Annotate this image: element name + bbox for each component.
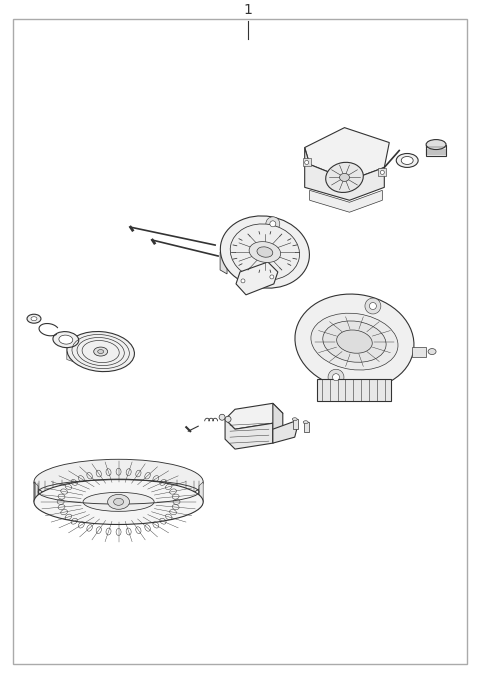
Ellipse shape: [220, 216, 310, 288]
Polygon shape: [34, 482, 38, 506]
Bar: [303, 159, 311, 166]
Polygon shape: [273, 403, 283, 443]
Ellipse shape: [108, 494, 130, 509]
Bar: [317, 380, 391, 401]
Ellipse shape: [94, 347, 108, 356]
Polygon shape: [273, 421, 297, 443]
Circle shape: [219, 414, 225, 420]
Ellipse shape: [34, 479, 203, 525]
Circle shape: [370, 302, 376, 309]
Bar: [304, 422, 309, 432]
Ellipse shape: [336, 330, 372, 353]
Ellipse shape: [292, 418, 297, 421]
Ellipse shape: [83, 492, 154, 511]
Ellipse shape: [339, 174, 349, 182]
Circle shape: [241, 279, 245, 283]
Circle shape: [270, 221, 276, 226]
Polygon shape: [305, 127, 389, 180]
Bar: [378, 168, 386, 176]
Ellipse shape: [114, 498, 123, 505]
Ellipse shape: [311, 313, 398, 370]
Circle shape: [270, 275, 274, 279]
Ellipse shape: [303, 421, 308, 424]
Circle shape: [225, 416, 231, 422]
Polygon shape: [225, 419, 273, 449]
Circle shape: [305, 161, 309, 165]
Ellipse shape: [257, 247, 273, 257]
Ellipse shape: [27, 314, 41, 323]
Polygon shape: [67, 352, 73, 361]
Circle shape: [380, 170, 384, 174]
Ellipse shape: [34, 459, 203, 504]
Polygon shape: [199, 482, 203, 506]
Ellipse shape: [249, 241, 281, 262]
Ellipse shape: [326, 162, 363, 193]
Circle shape: [365, 298, 381, 314]
Polygon shape: [220, 252, 227, 274]
Ellipse shape: [396, 153, 418, 167]
Ellipse shape: [97, 350, 104, 353]
Ellipse shape: [426, 140, 446, 150]
Circle shape: [333, 374, 339, 380]
Ellipse shape: [59, 335, 73, 344]
Polygon shape: [236, 262, 278, 295]
Text: 1: 1: [243, 3, 252, 17]
Ellipse shape: [323, 321, 386, 362]
Ellipse shape: [295, 294, 414, 389]
Polygon shape: [305, 148, 384, 200]
Bar: [293, 419, 298, 429]
Polygon shape: [225, 403, 283, 429]
Ellipse shape: [230, 224, 300, 280]
Circle shape: [254, 277, 260, 283]
Polygon shape: [426, 144, 446, 157]
Ellipse shape: [53, 332, 79, 348]
Circle shape: [250, 273, 264, 287]
Bar: [412, 346, 426, 357]
Circle shape: [328, 370, 344, 385]
Ellipse shape: [67, 332, 134, 372]
Circle shape: [266, 217, 280, 231]
Polygon shape: [310, 191, 383, 212]
Ellipse shape: [31, 317, 37, 321]
Ellipse shape: [428, 348, 436, 355]
Ellipse shape: [401, 157, 413, 165]
